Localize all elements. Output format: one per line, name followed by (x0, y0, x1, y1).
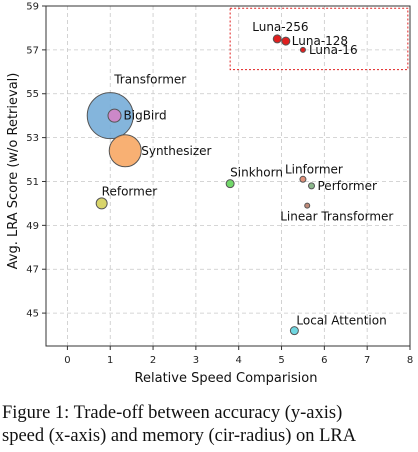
point-linformer (299, 175, 307, 183)
label-synthesizer: Synthesizer (141, 144, 211, 158)
label-performer: Performer (318, 179, 377, 193)
x-tick-label: 1 (107, 355, 113, 366)
label-reformer: Reformer (102, 184, 158, 198)
y-tick-label: 53 (26, 133, 39, 144)
figure-caption: Figure 1: Trade-off between accuracy (y-… (2, 402, 418, 448)
y-tick-label: 59 (26, 2, 39, 13)
point-local-attention (289, 326, 299, 336)
label-linear-transformer: Linear Transformer (280, 210, 393, 224)
plot-frame (45, 5, 411, 347)
point-synthesizer (108, 134, 142, 168)
point-luna-256 (272, 34, 282, 44)
y-tick-label: 45 (26, 309, 39, 320)
point-luna-16 (299, 46, 306, 53)
x-tick-label: 0 (64, 355, 70, 366)
x-tick-label: 6 (321, 355, 327, 366)
label-linformer: Linformer (285, 162, 343, 176)
point-performer (308, 182, 316, 190)
caption-line-2: speed (x-axis) and memory (cir-radius) o… (2, 426, 357, 446)
x-tick-label: 8 (407, 355, 413, 366)
label-luna-128: Luna-128 (292, 34, 348, 48)
label-local-attention: Local Attention (296, 314, 386, 328)
label-bigbird: BigBird (124, 109, 167, 123)
point-linear-transformer (304, 202, 311, 209)
label-transformer: Transformer (113, 73, 186, 87)
x-tick-label: 3 (193, 355, 199, 366)
x-axis-title: Relative Speed Comparision (135, 371, 318, 386)
y-tick-label: 51 (26, 177, 39, 188)
y-tick-label: 55 (26, 89, 39, 100)
label-luna-256: Luna-256 (252, 20, 308, 34)
y-axis-title: Avg. LRA Score (w/o Retrieval) (6, 73, 21, 270)
x-tick-label: 5 (278, 355, 284, 366)
x-tick-label: 7 (364, 355, 370, 366)
point-sinkhorn (225, 179, 235, 189)
point-bigbird (107, 108, 122, 123)
point-luna-128 (281, 36, 291, 46)
y-tick-label: 57 (26, 45, 39, 56)
x-tick-label: 2 (150, 355, 156, 366)
luna-highlight-box (229, 7, 409, 71)
caption-line-1: Figure 1: Trade-off between accuracy (y-… (2, 403, 343, 423)
x-tick-label: 4 (236, 355, 242, 366)
label-luna-16: Luna-16 (309, 43, 358, 57)
y-tick-label: 47 (26, 265, 39, 276)
point-reformer (95, 197, 108, 210)
y-tick-label: 49 (26, 221, 39, 232)
label-sinkhorn: Sinkhorn (230, 166, 283, 180)
